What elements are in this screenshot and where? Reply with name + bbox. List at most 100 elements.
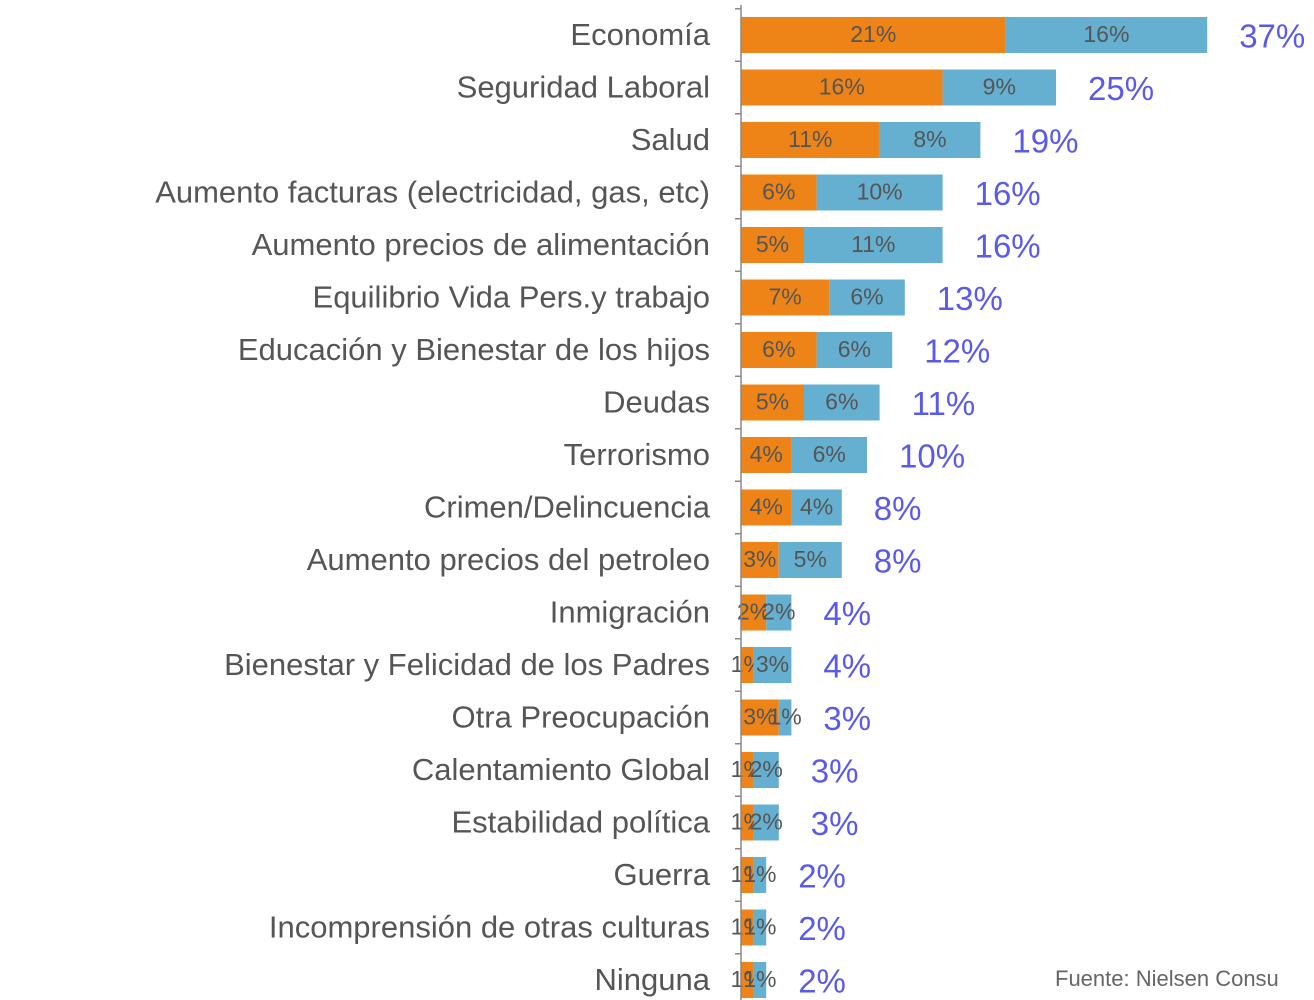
bar-segment <box>741 332 817 368</box>
segment-label: 11% <box>788 126 832 152</box>
segment-label: 9% <box>983 74 1016 100</box>
segment-label: 1% <box>743 914 776 940</box>
bar-segment <box>766 594 792 631</box>
segment-label: 7% <box>768 284 801 310</box>
total-label: 16% <box>975 228 1041 265</box>
category-label: Seguridad Laboral <box>457 70 710 105</box>
bar-segment <box>741 122 880 158</box>
bar-segment <box>778 542 842 578</box>
segment-label: 1% <box>768 704 801 730</box>
category-label: Salud <box>631 122 710 157</box>
segment-label: 2% <box>762 599 795 625</box>
segment-label: 21% <box>850 21 896 47</box>
bar-segment <box>753 752 779 788</box>
segment-label: 4% <box>800 494 833 520</box>
total-label: 3% <box>811 805 859 842</box>
total-label: 11% <box>912 385 976 422</box>
segment-label: 6% <box>813 441 846 467</box>
segment-label: 16% <box>1083 21 1129 47</box>
category-label: Aumento precios de alimentación <box>252 227 710 262</box>
bar-segment <box>753 647 792 683</box>
segment-label: 4% <box>750 494 783 520</box>
total-label: 4% <box>823 648 871 685</box>
segment-label: 1% <box>743 861 776 887</box>
bar-segment <box>791 489 842 526</box>
total-label: 10% <box>899 438 965 475</box>
bar-segment <box>804 384 880 421</box>
bar-segment <box>741 279 830 316</box>
source: Fuente: Nielsen Consu <box>1055 966 1279 991</box>
category-label: Guerra <box>614 857 711 892</box>
bar-segment <box>741 542 779 578</box>
segment-label: 5% <box>756 231 789 257</box>
segment-label: 2% <box>737 599 770 625</box>
segment-label: 8% <box>913 126 946 152</box>
bar-segment <box>804 227 943 263</box>
segment-label: 3% <box>743 704 776 730</box>
total-label: 13% <box>937 280 1003 317</box>
category-label: Equilibrio Vida Pers.y trabajo <box>313 280 710 315</box>
bar-segment <box>741 384 804 421</box>
bar-segment <box>741 174 817 211</box>
segment-label: 4% <box>750 441 783 467</box>
total-label: 2% <box>798 910 846 947</box>
total-label: 12% <box>924 333 990 370</box>
segment-label: 6% <box>838 336 871 362</box>
bar-segment <box>741 804 754 841</box>
bar-segment <box>741 647 754 683</box>
bar-segment <box>741 489 792 526</box>
bar-segment <box>791 437 867 473</box>
bar-segment <box>829 279 905 316</box>
bar-segment <box>1005 17 1208 53</box>
category-label: Educación y Bienestar de los hijos <box>238 332 710 367</box>
bar-segment <box>741 594 767 631</box>
category-label: Aumento precios del petroleo <box>307 542 710 577</box>
bar-segment <box>753 962 767 998</box>
bar-segment <box>816 332 893 368</box>
segment-label: 3% <box>756 651 789 677</box>
segment-label: 1% <box>743 966 776 992</box>
total-label: 2% <box>798 963 846 1000</box>
segment-label: 3% <box>743 546 776 572</box>
category-label: Economía <box>570 17 710 52</box>
category-label: Deudas <box>603 385 710 420</box>
bar-segment <box>741 69 943 106</box>
category-label: Incomprensión de otras culturas <box>269 910 710 945</box>
total-label: 19% <box>1012 123 1078 160</box>
total-label: 37% <box>1239 18 1305 55</box>
category-label: Terrorismo <box>564 437 710 472</box>
total-label: 3% <box>823 700 871 737</box>
bar-segment <box>741 909 754 946</box>
bar-segment <box>942 69 1056 106</box>
bar-segment <box>741 699 779 736</box>
bar-segment <box>753 804 779 841</box>
category-label: Aumento facturas (electricidad, gas, etc… <box>155 175 710 210</box>
bar-segment <box>753 909 767 946</box>
bar-segment <box>741 437 792 473</box>
total-label: 25% <box>1088 70 1154 107</box>
segment-label: 11% <box>851 231 895 257</box>
category-label: Bienestar y Felicidad de los Padres <box>224 647 710 682</box>
segment-label: 16% <box>819 74 865 100</box>
bar-segment <box>753 857 767 893</box>
total-label: 8% <box>874 543 922 580</box>
category-label: Crimen/Delincuencia <box>424 490 711 525</box>
category-label: Ninguna <box>595 962 711 997</box>
total-label: 8% <box>874 490 922 527</box>
total-label: 3% <box>811 753 859 790</box>
bar-segment <box>879 122 981 158</box>
category-label: Calentamiento Global <box>412 752 710 787</box>
category-label: Otra Preocupación <box>452 700 710 735</box>
segment-label: 5% <box>794 546 827 572</box>
segment-label: 2% <box>750 756 783 782</box>
total-label: 16% <box>975 175 1041 212</box>
category-label: Estabilidad política <box>452 805 711 840</box>
segment-label: 10% <box>857 179 903 205</box>
segment-label: 5% <box>756 389 789 415</box>
bar-segment <box>741 227 804 263</box>
segment-label: 6% <box>762 179 795 205</box>
bar-segment <box>741 857 754 893</box>
segment-label: 2% <box>750 809 783 835</box>
segment-label: 6% <box>762 336 795 362</box>
